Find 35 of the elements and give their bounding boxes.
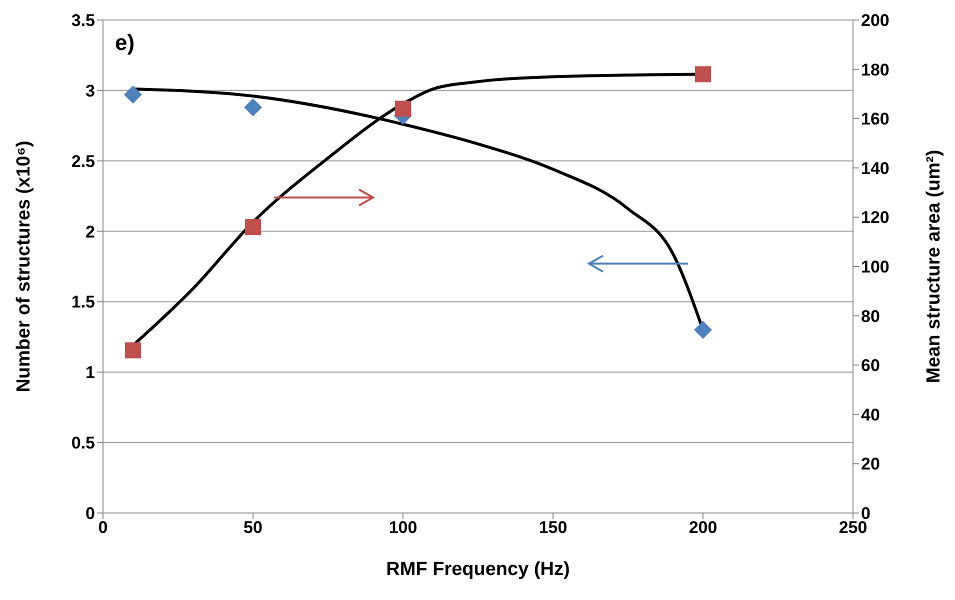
y-tick-label: 3 bbox=[86, 81, 95, 100]
y-tick-label: 0.5 bbox=[71, 434, 95, 453]
y2-axis-title: Mean structure area (um²) bbox=[924, 150, 945, 384]
x-tick-label: 250 bbox=[838, 518, 868, 538]
point bbox=[395, 100, 411, 117]
y2-tick-label: 200 bbox=[861, 11, 890, 30]
y2-tick-label: 180 bbox=[861, 60, 890, 80]
y2-tick-label: 100 bbox=[861, 258, 890, 277]
y2-tick-label: 40 bbox=[861, 405, 880, 424]
point bbox=[244, 98, 262, 116]
x-tick-label: 50 bbox=[244, 518, 262, 538]
x-tick-label: 0 bbox=[98, 518, 108, 538]
x-tick-label: 150 bbox=[538, 518, 568, 538]
point bbox=[125, 342, 141, 358]
y-tick-label: 1 bbox=[86, 363, 95, 382]
y-tick-label: 2.5 bbox=[71, 152, 95, 171]
x-tick-label: 100 bbox=[388, 518, 418, 538]
y-tick-label: 0 bbox=[86, 504, 95, 524]
point bbox=[124, 86, 142, 104]
y2-tick-label: 140 bbox=[861, 158, 890, 178]
y-tick-label: 1.5 bbox=[71, 292, 95, 312]
y-tick-label: 3.5 bbox=[71, 11, 95, 30]
x-axis-title: RMF Frequency (Hz) bbox=[386, 559, 570, 580]
point bbox=[245, 219, 261, 236]
y2-tick-label: 160 bbox=[861, 110, 890, 129]
point bbox=[694, 320, 712, 339]
y2-tick-label: 20 bbox=[861, 454, 880, 474]
y-tick-label: 2 bbox=[86, 222, 95, 242]
y2-tick-label: 80 bbox=[861, 306, 880, 326]
y2-tick-label: 60 bbox=[861, 356, 880, 376]
y2-tick-label: 120 bbox=[861, 208, 890, 228]
annotation: e) bbox=[115, 30, 135, 55]
y-axis-title: Number of structures (x10⁶) bbox=[14, 140, 35, 392]
point bbox=[695, 66, 711, 82]
x-tick-label: 200 bbox=[688, 518, 718, 538]
